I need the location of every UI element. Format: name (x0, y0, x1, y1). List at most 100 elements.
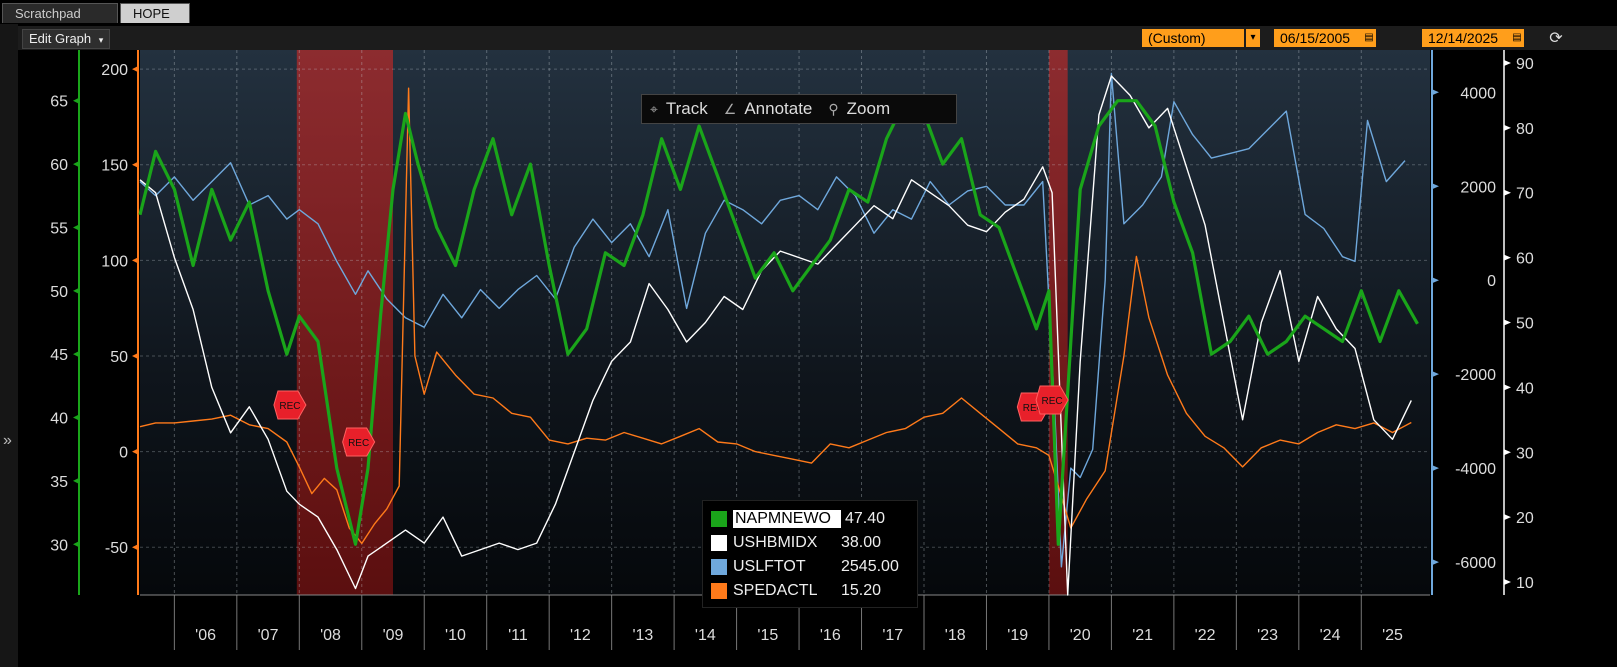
white-axis-tick (1504, 579, 1511, 586)
white-axis-label: 90 (1516, 56, 1534, 73)
blue-axis-label: -2000 (1455, 367, 1496, 384)
x-tick-label: '16 (820, 627, 841, 644)
x-tick-label: '08 (320, 627, 341, 644)
x-tick-label: '21 (1132, 627, 1153, 644)
white-axis-tick (1504, 384, 1511, 391)
tab-scratchpad[interactable]: Scratchpad (2, 3, 118, 23)
green-axis-tick (73, 287, 79, 294)
green-axis-tick (73, 97, 79, 104)
x-tick-label: '17 (882, 627, 903, 644)
orange-axis-tick (132, 544, 138, 551)
green-axis-label: 65 (50, 94, 68, 111)
recession-marker: REC (342, 427, 376, 457)
blue-axis-tick (1432, 277, 1439, 284)
blue-axis-tick (1432, 89, 1439, 96)
green-axis-tick (73, 224, 79, 231)
blue-axis-tick (1432, 371, 1439, 378)
magnifier-icon: ⚲ (828, 100, 839, 117)
recession-marker-shape (342, 427, 376, 457)
green-axis-label: 55 (50, 220, 68, 237)
x-tick-label: '25 (1382, 627, 1403, 644)
blue-axis-tick (1432, 465, 1439, 472)
x-tick-label: '12 (570, 627, 591, 644)
legend-series-value: 38.00 (841, 534, 882, 551)
blue-axis-label: 4000 (1460, 85, 1496, 102)
expand-panel-icon[interactable]: » (3, 432, 12, 449)
green-axis-label: 30 (50, 537, 68, 554)
white-axis-label: 70 (1516, 186, 1534, 203)
chevron-down-icon[interactable]: ▾ (1246, 29, 1260, 47)
green-axis-tick (73, 414, 79, 421)
blue-axis-label: -6000 (1455, 555, 1496, 572)
orange-axis-label: 50 (110, 349, 128, 366)
blue-axis-tick (1432, 559, 1439, 566)
green-axis-tick (73, 477, 79, 484)
orange-axis-tick (132, 161, 138, 168)
x-tick-label: '06 (195, 627, 216, 644)
tab-bar: Scratchpad HOPE (0, 0, 1617, 24)
zoom-label: Zoom (846, 99, 891, 118)
edit-graph-button[interactable]: Edit Graph ▾ (22, 29, 111, 49)
legend-row[interactable]: NAPMNEWO 47.40 (711, 507, 909, 531)
legend-series-value: 47.40 (845, 510, 886, 527)
orange-axis-label: 150 (101, 158, 128, 175)
legend-swatch (711, 583, 727, 599)
green-axis-label: 50 (50, 284, 68, 301)
white-axis-tick (1504, 514, 1511, 521)
recession-marker-label: REC (348, 438, 369, 449)
recession-marker-label: REC (1023, 403, 1044, 414)
x-tick-label: '24 (1320, 627, 1341, 644)
white-axis-tick (1504, 254, 1511, 261)
calendar-icon[interactable]: ▤ (1362, 29, 1376, 47)
legend-series-name: NAPMNEWO (733, 510, 841, 528)
pencil-icon: ∠ (723, 100, 737, 117)
orange-axis-label: 100 (101, 253, 128, 270)
legend-row[interactable]: SPEDACTL 15.20 (711, 579, 909, 603)
period-select[interactable]: (Custom) (1142, 29, 1244, 47)
calendar-icon[interactable]: ▤ (1510, 29, 1524, 47)
x-tick-label: '07 (258, 627, 279, 644)
annotate-label: Annotate (744, 99, 813, 118)
start-date-field[interactable]: 06/15/2005 (1274, 29, 1376, 47)
graph-toolbar: Edit Graph ▾ (Custom) ▾ 06/15/2005 ▤ 12/… (18, 26, 1617, 50)
x-tick-label: '09 (383, 627, 404, 644)
annotate-button[interactable]: ∠ Annotate (716, 95, 821, 123)
green-axis-label: 40 (50, 411, 68, 428)
series-line-spedactl (139, 87, 1412, 545)
blue-axis-tick (1432, 183, 1439, 190)
track-label: Track (665, 99, 708, 118)
track-button[interactable]: ⌖ Track (642, 95, 716, 123)
x-tick-label: '20 (1070, 627, 1091, 644)
recession-marker-shape (1035, 385, 1069, 415)
white-axis-label: 30 (1516, 445, 1534, 462)
recession-marker: REC (273, 390, 307, 420)
x-tick-label: '18 (945, 627, 966, 644)
orange-axis-tick (132, 352, 138, 359)
legend-series-name: SPEDACTL (733, 582, 818, 599)
tab-hope[interactable]: HOPE (120, 3, 190, 23)
x-tick-label: '10 (445, 627, 466, 644)
orange-axis-label: -50 (105, 540, 128, 557)
left-rail: » (0, 24, 18, 667)
legend-swatch (711, 511, 727, 527)
green-axis-label: 60 (50, 157, 68, 174)
x-tick-label: '22 (1195, 627, 1216, 644)
white-axis-tick (1504, 59, 1511, 66)
x-tick-label: '15 (757, 627, 778, 644)
end-date-field[interactable]: 12/14/2025 (1422, 29, 1524, 47)
legend-series-name: USLFTOT (733, 558, 806, 575)
recession-marker: REC (1035, 385, 1069, 415)
legend-row[interactable]: USLFTOT 2545.00 (711, 555, 909, 579)
legend-swatch (711, 559, 727, 575)
white-axis-label: 10 (1516, 575, 1534, 592)
white-axis-label: 60 (1516, 251, 1534, 268)
legend: NAPMNEWO 47.40 USHBMIDX 38.00 USLFTOT 25… (702, 500, 918, 608)
legend-row[interactable]: USHBMIDX 38.00 (711, 531, 909, 555)
chart-tools: ⌖ Track ∠ Annotate ⚲ Zoom (641, 94, 957, 124)
blue-axis-label: 2000 (1460, 179, 1496, 196)
refresh-icon[interactable]: ⟳ (1549, 30, 1563, 47)
recession-marker-shape (273, 390, 307, 420)
orange-axis-tick (132, 66, 138, 73)
zoom-button[interactable]: ⚲ Zoom (820, 95, 898, 123)
series-line-uslftot (139, 72, 1406, 568)
